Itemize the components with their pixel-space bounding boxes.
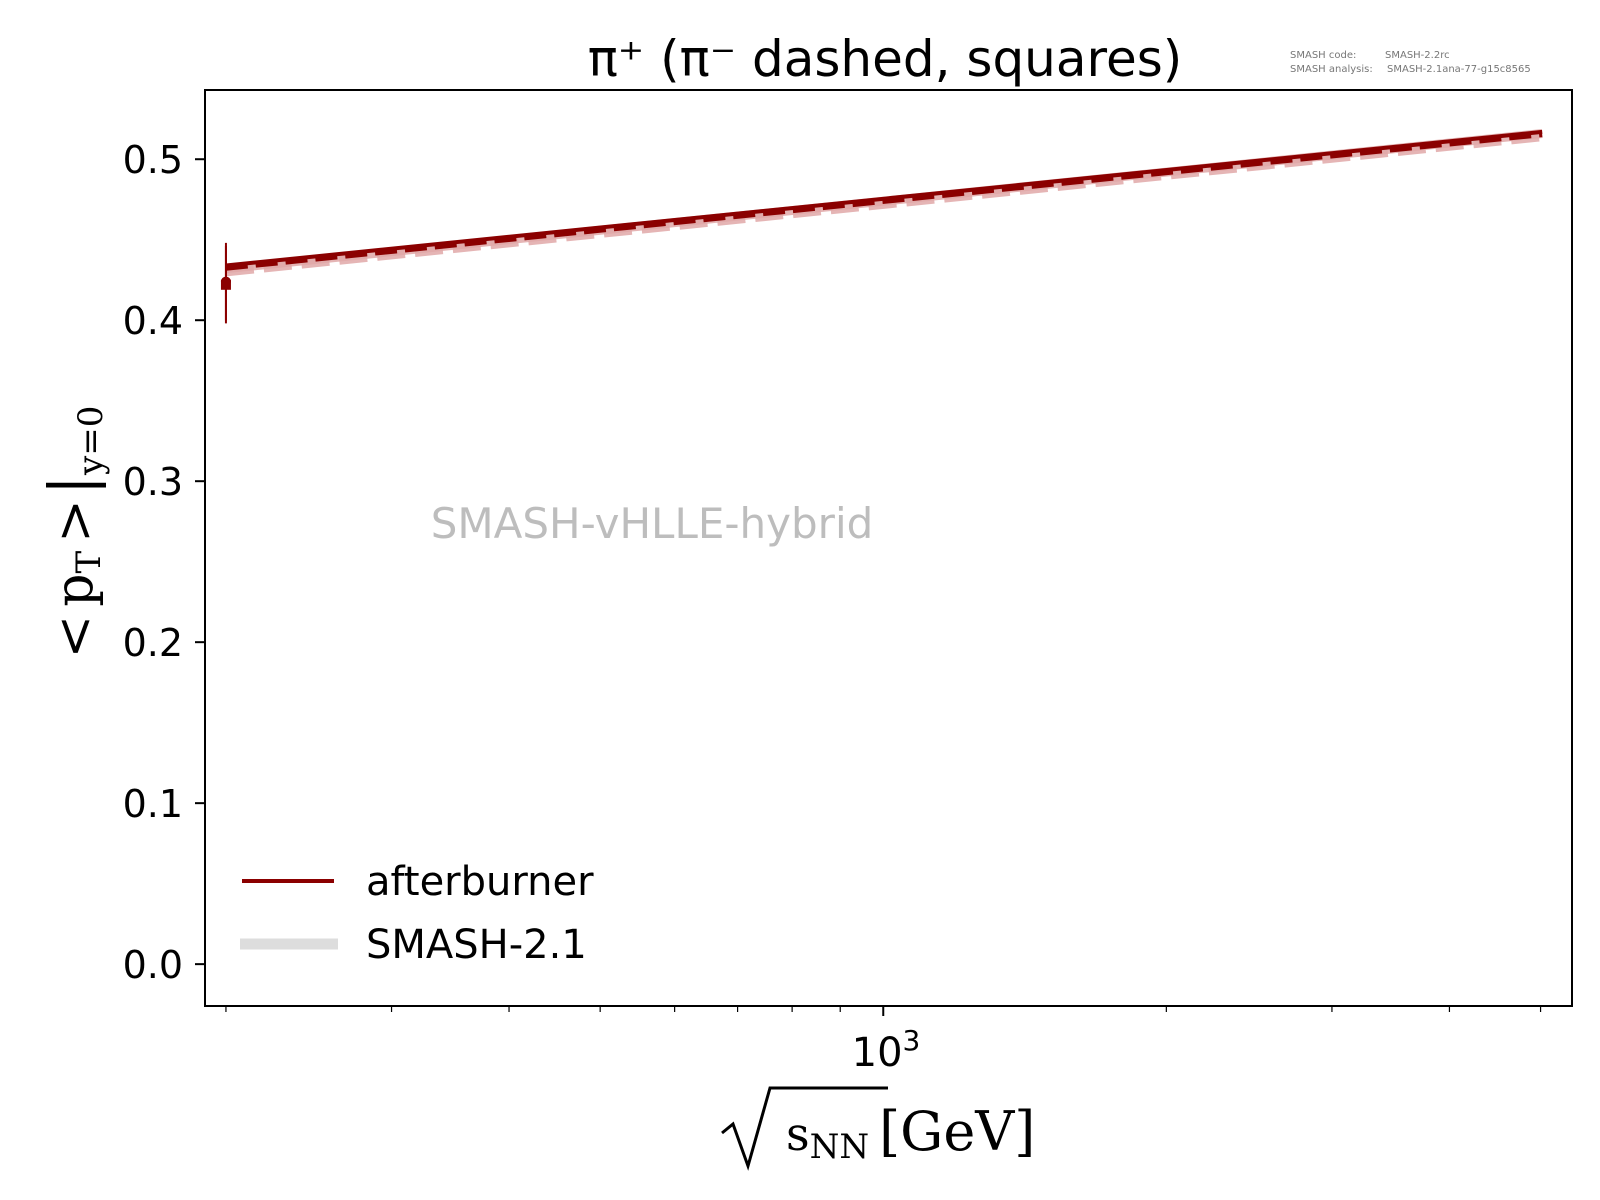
y-axis-main-sub: T [69,550,109,573]
x-axis-unit: [GeV] [879,1100,1035,1163]
x-major-tick-exp: 3 [903,1024,921,1057]
y-axis-main: p [45,573,105,606]
data-points-layer [220,242,231,324]
version-analysis-label: SMASH analysis: [1290,64,1373,75]
y-axis-label: < pT > |y=0 [37,406,111,659]
y-tick-label: 0.5 [123,138,183,182]
x-axis-radicand: s [786,1107,810,1161]
x-axis-radicand-sub: NN [810,1127,870,1167]
y-tick-label: 0.0 [123,943,183,987]
series-line-afterburner-piplus [225,129,1543,268]
version-code-label: SMASH code: [1290,50,1356,61]
sqrt-sign [721,1086,888,1171]
series-line-smash-2-1-piminus [225,132,1543,277]
y-axis: 0.0 0.1 0.2 0.3 0.4 0.5 [123,138,205,987]
legend-label-afterburner: afterburner [366,859,594,905]
x-axis-label-text: sNN [GeV] [786,1100,1035,1167]
x-major-tick-label: 103 [852,1024,921,1076]
y-axis-cond: y=0 [71,406,111,476]
series-line-afterburner-piminus [225,133,1543,271]
x-axis [225,1006,1542,1016]
data-point-piminus [220,279,231,290]
y-axis-gt: > [45,499,105,543]
version-info: SMASH code: SMASH-2.2rc SMASH analysis: … [1290,50,1531,75]
y-axis-bar: | [37,475,107,495]
x-axis-label: sNN [GeV] [721,1086,1035,1171]
x-major-tick-base: 10 [852,1030,903,1076]
series-layer [225,129,1543,277]
annotation-label: SMASH-vHLLE-hybrid [431,499,874,548]
legend: afterburner SMASH-2.1 [240,859,594,968]
y-tick-label: 0.1 [123,782,183,826]
chart-title: π⁺ (π⁻ dashed, squares) [588,30,1183,88]
y-axis-lt: < [45,615,105,659]
y-axis-label-text: < pT > |y=0 [37,406,111,659]
version-analysis-value: SMASH-2.1ana-77-g15c8565 [1387,64,1531,75]
plot-frame [204,89,1573,1007]
y-tick-label: 0.3 [123,460,183,504]
y-tick-label: 0.4 [123,299,183,343]
legend-label-smash-2-1: SMASH-2.1 [366,922,587,968]
version-code-value: SMASH-2.2rc [1385,50,1450,61]
y-tick-label: 0.2 [123,621,183,665]
